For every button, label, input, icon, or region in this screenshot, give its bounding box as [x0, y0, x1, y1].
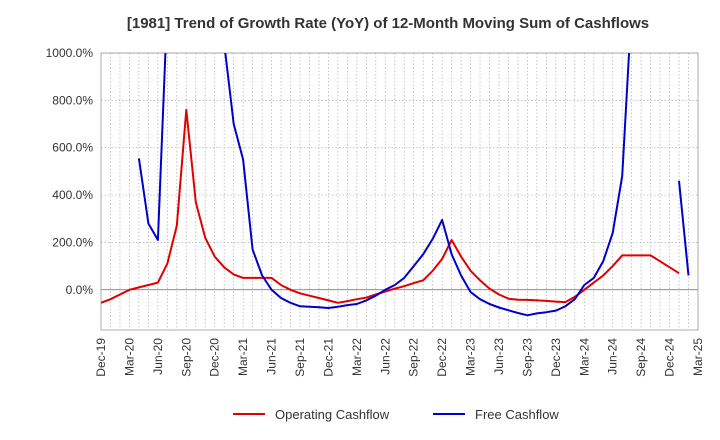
x-tick-label: Sep-21	[293, 338, 307, 377]
y-tick-label: 400.0%	[52, 188, 93, 202]
legend-label: Free Cashflow	[475, 407, 559, 422]
x-tick-label: Mar-25	[691, 338, 705, 376]
y-tick-label: 0.0%	[66, 283, 94, 297]
x-tick-label: Dec-24	[663, 338, 677, 377]
x-tick-label: Jun-20	[151, 338, 165, 375]
legend: Operating Cashflow Free Cashflow	[233, 407, 559, 422]
x-tick-label: Dec-22	[435, 338, 449, 377]
y-tick-label: 600.0%	[52, 141, 93, 155]
x-axis-ticks: Dec-19 Mar-20 Jun-20 Sep-20 Dec-20 Mar-21 Jun-…	[94, 338, 705, 377]
series-line-operating-cashflow	[101, 108, 680, 304]
x-tick-label: Jun-24	[606, 338, 620, 375]
y-tick-label: 200.0%	[52, 235, 93, 249]
x-tick-label: Jun-21	[265, 338, 279, 375]
x-tick-label: Mar-23	[464, 338, 478, 376]
grid-vertical	[110, 53, 689, 330]
x-tick-label: Mar-22	[350, 338, 364, 376]
plot-area	[100, 52, 699, 331]
x-tick-label: Sep-23	[520, 338, 534, 377]
x-tick-label: Mar-20	[122, 338, 136, 376]
x-tick-label: Dec-19	[94, 338, 108, 377]
x-tick-label: Dec-21	[321, 338, 335, 377]
series-layer	[101, 53, 690, 317]
x-tick-label: Dec-23	[549, 338, 563, 377]
x-tick-label: Sep-24	[634, 338, 648, 377]
series-line-free-cashflow	[137, 53, 690, 317]
y-axis-ticks: 1000.0% 800.0% 600.0% 400.0% 200.0% 0.0%	[46, 46, 94, 297]
x-tick-label: Sep-20	[179, 338, 193, 377]
y-tick-label: 800.0%	[52, 93, 93, 107]
x-tick-label: Mar-21	[236, 338, 250, 376]
y-tick-label: 1000.0%	[46, 46, 94, 60]
x-tick-label: Mar-24	[577, 338, 591, 376]
chart-title: [1981] Trend of Growth Rate (YoY) of 12-…	[127, 15, 649, 32]
x-tick-label: Dec-20	[208, 338, 222, 377]
x-tick-label: Sep-22	[407, 338, 421, 377]
x-tick-label: Jun-22	[378, 338, 392, 375]
legend-label: Operating Cashflow	[275, 407, 390, 422]
x-tick-label: Jun-23	[492, 338, 506, 375]
